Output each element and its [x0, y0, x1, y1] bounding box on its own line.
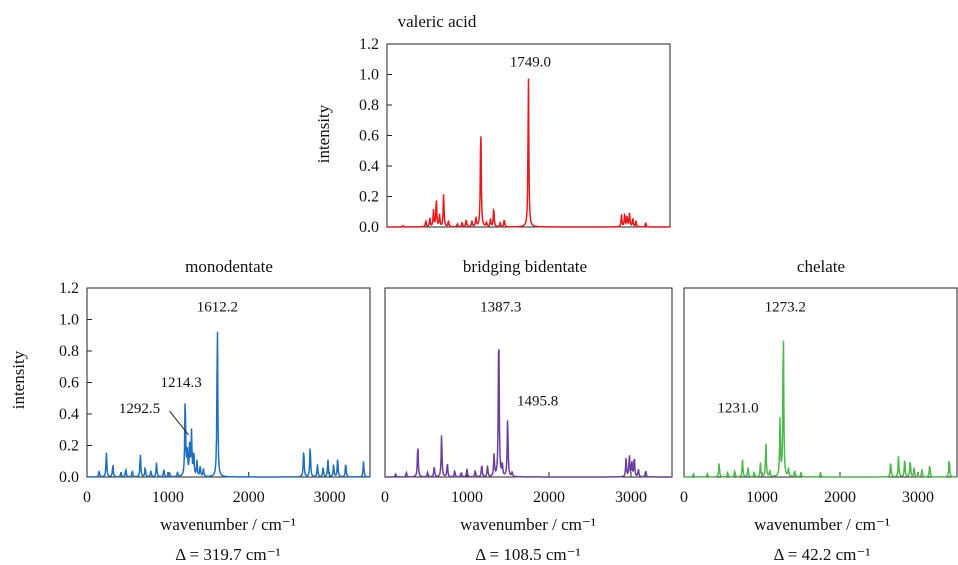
peak-label: 1292.5	[119, 401, 160, 417]
y-tick-label: 1.2	[359, 36, 379, 53]
plot-frame	[384, 287, 673, 478]
x-axis-label: wavenumber / cm⁻¹	[754, 515, 890, 534]
panel-monodentate: monodentate intensity 0.0 0.2 0.4 0.6 0.8 1.0…	[9, 257, 371, 564]
panel-title: bridging bidentate	[463, 257, 587, 276]
y-tick-label: 0.6	[359, 128, 379, 145]
x-tick-label: 2000	[233, 489, 265, 506]
x-tick-label: 3000	[615, 489, 647, 506]
x-tick-label: 1000	[451, 489, 483, 506]
x-tick-label: 2000	[824, 489, 856, 506]
panel-bridging-bidentate: bridging bidentate 0 1000 2000 3000 1387.3 1…	[381, 257, 673, 564]
spectrum-line	[385, 349, 672, 478]
x-tick-label: 1000	[152, 489, 184, 506]
y-axis-label: intensity	[9, 350, 28, 409]
y-tick-label: 1.0	[359, 67, 379, 84]
y-tick-label: 0.8	[359, 97, 379, 114]
x-axis-label: wavenumber / cm⁻¹	[160, 515, 296, 534]
panel-chelate: chelate 0 1000 2000 3000 1273.2 1231.0 waven…	[680, 257, 958, 564]
peak-label: 1495.8	[517, 394, 558, 410]
y-tick-label: 0.6	[59, 375, 79, 392]
peak-leader-line	[169, 410, 189, 436]
spectrum-line	[387, 78, 670, 228]
x-tick-label: 3000	[314, 489, 346, 506]
x-tick-label: 0	[83, 489, 91, 506]
peak-label: 1749.0	[510, 55, 551, 71]
delta-value: Δ = 42.2 cm⁻¹	[774, 545, 871, 564]
x-tick-label: 0	[680, 489, 688, 506]
y-axis-label: intensity	[314, 104, 333, 163]
y-tick-label: 0.8	[59, 343, 79, 360]
x-tick-label: 0	[381, 489, 389, 506]
spectrum-line	[87, 331, 370, 478]
x-axis-label: wavenumber / cm⁻¹	[460, 515, 596, 534]
y-tick-label: 1.0	[59, 312, 79, 329]
y-tick-label: 0.2	[59, 438, 79, 455]
delta-value: Δ = 108.5 cm⁻¹	[475, 545, 580, 564]
peak-label: 1214.3	[161, 375, 202, 391]
x-tick-label: 1000	[746, 489, 778, 506]
peak-label: 1612.2	[197, 300, 238, 316]
panel-title: valeric acid	[398, 12, 477, 31]
peak-label: 1273.2	[765, 300, 806, 316]
y-tick-label: 0.4	[59, 406, 79, 423]
y-tick-label: 0.0	[59, 469, 79, 486]
x-tick-label: 3000	[902, 489, 934, 506]
y-tick-label: 1.2	[59, 280, 79, 297]
spectrum-line	[684, 340, 957, 478]
y-tick-label: 0.4	[359, 158, 379, 175]
delta-value: Δ = 319.7 cm⁻¹	[175, 545, 280, 564]
y-tick-label: 0.0	[359, 219, 379, 236]
panel-title: chelate	[797, 257, 845, 276]
peak-label: 1231.0	[717, 400, 758, 416]
plot-frame	[86, 287, 371, 478]
peak-label: 1387.3	[480, 300, 521, 316]
panel-title: monodentate	[185, 257, 273, 276]
panel-valeric-acid: valeric acid intensity 0.0 0.2 0.4 0.6 0.8 1.…	[314, 12, 671, 236]
x-tick-label: 2000	[533, 489, 565, 506]
plot-frame	[683, 287, 958, 478]
y-tick-label: 0.2	[359, 189, 379, 206]
